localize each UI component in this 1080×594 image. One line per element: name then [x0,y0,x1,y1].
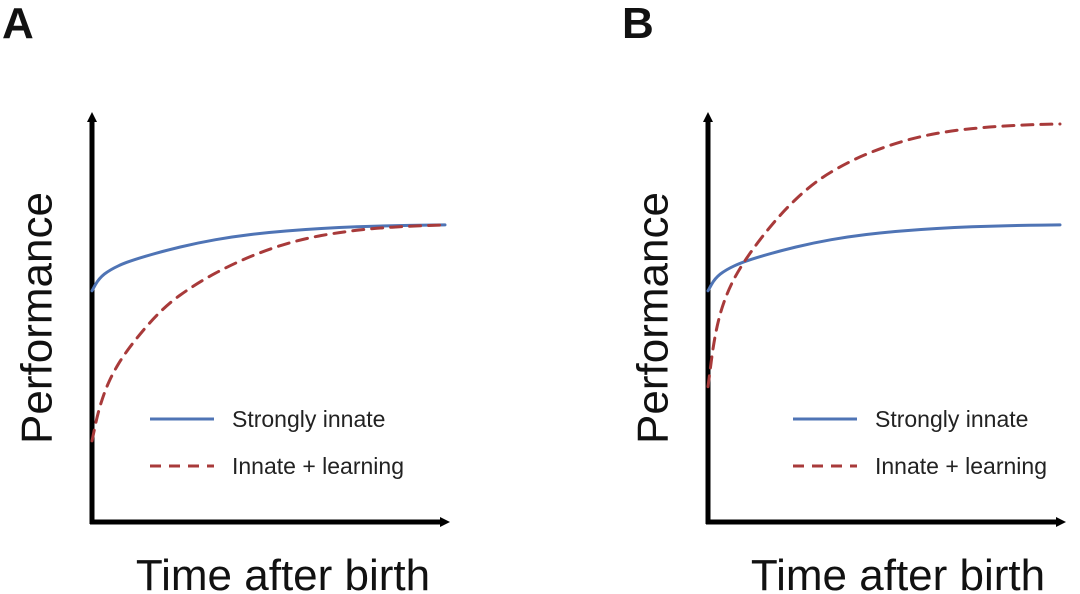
panel-b: B Performance Time after birth Strongly inn… [622,0,1066,594]
panel-a: A Performance Time after birth Strongly inn… [2,0,450,594]
y-axis-title: Performance [13,192,62,444]
x-axis-title: Time after birth [751,551,1045,594]
series-innate-learning-line [90,223,447,443]
series-strongly-innate-line [90,223,447,293]
series-innate-learning-line [706,122,1062,389]
x-axis-title: Time after birth [136,551,430,594]
panel-label: B [622,0,654,48]
legend-label: Strongly innate [875,406,1028,432]
panel-label: A [2,0,34,48]
legend-label: Strongly innate [232,406,385,432]
legend-label: Innate + learning [232,453,404,479]
legend-label: Innate + learning [875,453,1047,479]
series-strongly-innate-line [706,223,1062,293]
y-axis-title: Performance [629,192,678,444]
